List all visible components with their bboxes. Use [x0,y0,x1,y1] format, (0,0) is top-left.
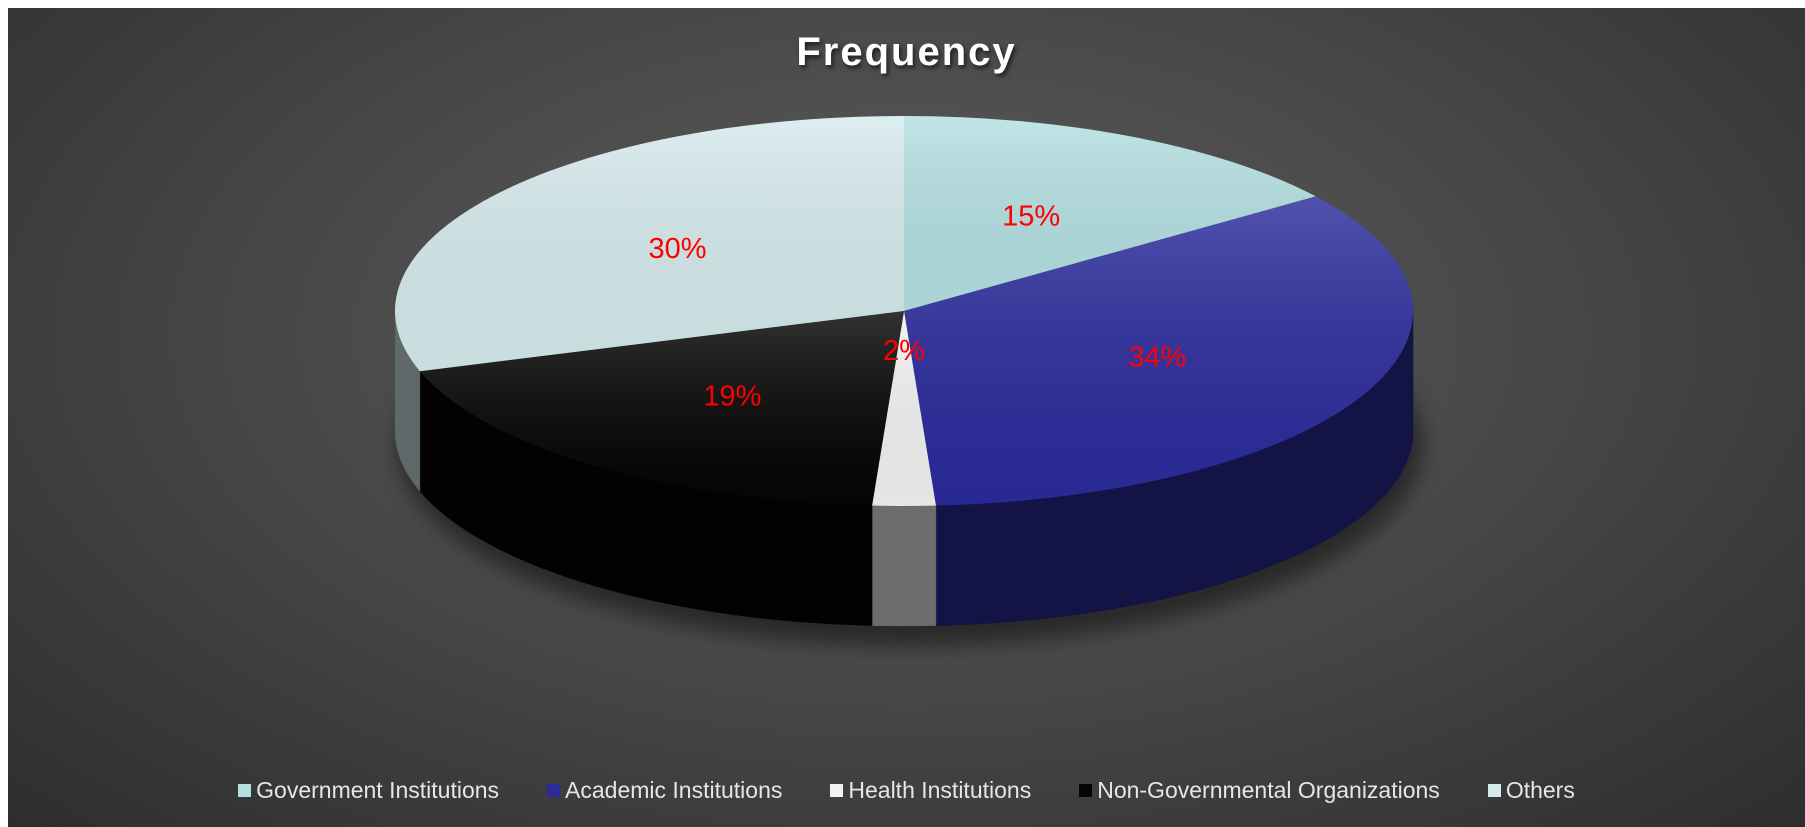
legend-label: Non-Governmental Organizations [1097,777,1440,803]
data-label-others: 30% [648,233,706,265]
pie-slice-highlight [419,311,904,506]
chart-title: Frequency [796,30,1017,74]
legend-swatch [1079,784,1093,797]
pie-slice-highlight [872,311,936,506]
legend-entry-academic-institutions: Academic Institutions [547,777,782,804]
legend-entry-non-governmental-organizations: Non-Governmental Organizations [1079,777,1440,804]
pie-side-health-institutions [871,505,937,627]
legend-label: Others [1505,777,1575,803]
pie-chart: 15% 34% 2% 19% 30% [394,116,1423,646]
legend-swatch [238,784,252,797]
legend-entry-government-institutions: Government Institutions [238,777,499,804]
legend-entry-health-institutions: Health Institutions [830,777,1031,804]
legend-swatch [1487,784,1501,797]
legend-entry-others: Others [1487,777,1575,804]
legend-swatch [830,784,844,797]
data-label-government-institutions: 15% [1002,200,1060,232]
legend-label: Academic Institutions [565,777,783,803]
legend: Government Institutions Academic Institut… [8,777,1805,804]
data-label-health-institutions: 2% [883,335,925,367]
data-label-academic-institutions: 34% [1128,342,1186,374]
pie-slice-highlight [904,196,1413,506]
pie-slice-highlight [904,116,1316,311]
legend-label: Government Institutions [256,777,500,803]
data-label-non-governmental-organizations: 19% [703,381,761,413]
pie-slice-highlight [395,116,904,372]
legend-label: Health Institutions [848,777,1032,803]
chart-area: Frequency 15% 34% 2% 19% 30% Government Inst… [8,8,1805,827]
legend-swatch [547,784,561,797]
